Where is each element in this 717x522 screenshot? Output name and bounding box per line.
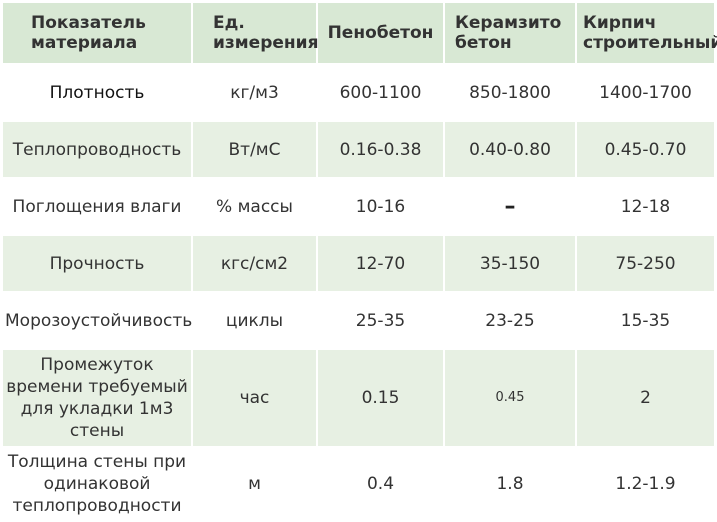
table-row: Промежуток времени требуемый для укладки…	[3, 350, 714, 446]
cell-unit: % массы	[193, 179, 316, 234]
cell-construction-brick: 12-18	[577, 179, 714, 234]
table-row: Толщина стены при одинаковой теплопровод…	[3, 448, 714, 520]
cell-claydite-concrete: 850-1800	[445, 65, 575, 120]
cell-unit: м	[193, 448, 316, 520]
cell-claydite-concrete: 35-150	[445, 236, 575, 291]
cell-property: Толщина стены при одинаковой теплопровод…	[3, 448, 191, 520]
cell-foam-concrete: 10-16	[318, 179, 443, 234]
cell-construction-brick: 15-35	[577, 293, 714, 348]
header-foam-concrete: Пенобетон	[318, 3, 443, 63]
cell-property: Морозоустойчивость	[3, 293, 192, 348]
cell-construction-brick: 75-250	[577, 236, 714, 291]
cell-claydite-concrete: –	[445, 179, 575, 234]
header-property: Показатель материала	[3, 3, 191, 63]
cell-foam-concrete: 0.15	[318, 350, 443, 446]
cell-claydite-concrete: 1.8	[445, 448, 575, 520]
table-header-row: Показатель материала Ед. измерения Пеноб…	[3, 3, 717, 63]
table-row: Прочность кгс/см2 12-70 35-150 75-250	[3, 236, 714, 291]
cell-construction-brick: 0.45-0.70	[577, 122, 714, 177]
table-row: Плотность кг/м3 600-1100 850-1800 1400-1…	[3, 65, 714, 120]
cell-construction-brick: 1.2-1.9	[577, 448, 714, 520]
cell-unit: Вт/мС	[193, 122, 316, 177]
cell-unit: кгс/см2	[193, 236, 316, 291]
cell-construction-brick: 1400-1700	[577, 65, 714, 120]
cell-foam-concrete: 0.16-0.38	[318, 122, 443, 177]
cell-foam-concrete: 0.4	[318, 448, 443, 520]
cell-property: Плотность	[3, 65, 191, 120]
cell-claydite-concrete: 0.40-0.80	[445, 122, 575, 177]
cell-construction-brick: 2	[577, 350, 714, 446]
cell-property: Промежуток времени требуемый для укладки…	[3, 350, 191, 446]
header-unit: Ед. измерения	[193, 3, 319, 63]
cell-foam-concrete: 12-70	[318, 236, 443, 291]
table-row: Теплопроводность Вт/мС 0.16-0.38 0.40-0.…	[3, 122, 714, 177]
header-claydite-concrete: Керамзито бетон	[445, 3, 575, 63]
cell-claydite-concrete: 0.45	[445, 350, 575, 446]
cell-property: Поглощения влаги	[3, 179, 191, 234]
table-row: Морозоустойчивость циклы 25-35 23-25 15-…	[3, 293, 714, 348]
cell-unit: час	[193, 350, 316, 446]
cell-unit: циклы	[193, 293, 316, 348]
header-construction-brick: Кирпич строительный	[577, 3, 717, 63]
cell-property: Теплопроводность	[3, 122, 191, 177]
cell-property: Прочность	[3, 236, 191, 291]
table-row: Поглощения влаги % массы 10-16 – 12-18	[3, 179, 714, 234]
cell-foam-concrete: 600-1100	[318, 65, 443, 120]
cell-unit: кг/м3	[193, 65, 316, 120]
cell-claydite-concrete: 23-25	[445, 293, 575, 348]
cell-foam-concrete: 25-35	[318, 293, 443, 348]
